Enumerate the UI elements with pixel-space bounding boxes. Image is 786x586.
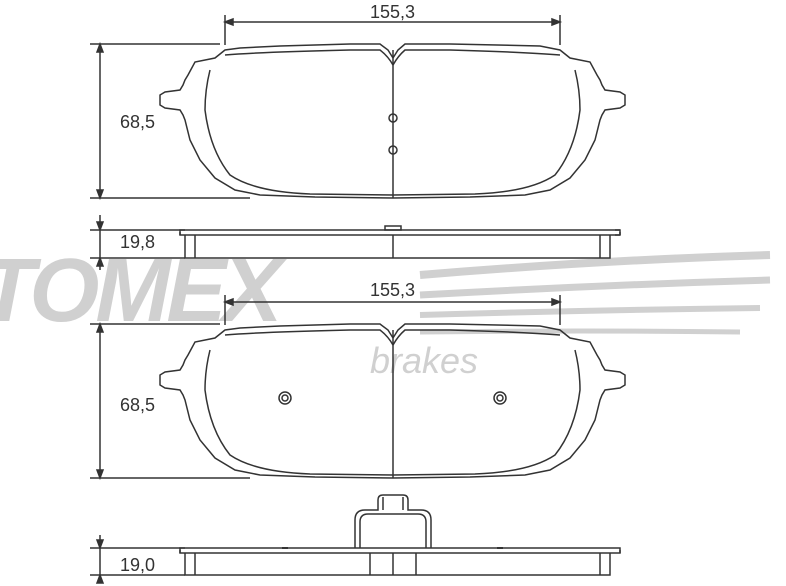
- brake-pad-diagram: TOMEX brakes 155,3 68,5 19,8 155,3 68,5 …: [0, 0, 786, 586]
- technical-drawing: [0, 0, 786, 586]
